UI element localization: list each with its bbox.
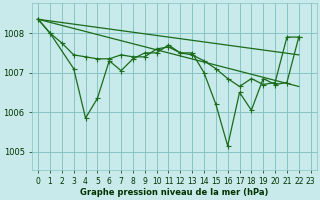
X-axis label: Graphe pression niveau de la mer (hPa): Graphe pression niveau de la mer (hPa) xyxy=(80,188,268,197)
